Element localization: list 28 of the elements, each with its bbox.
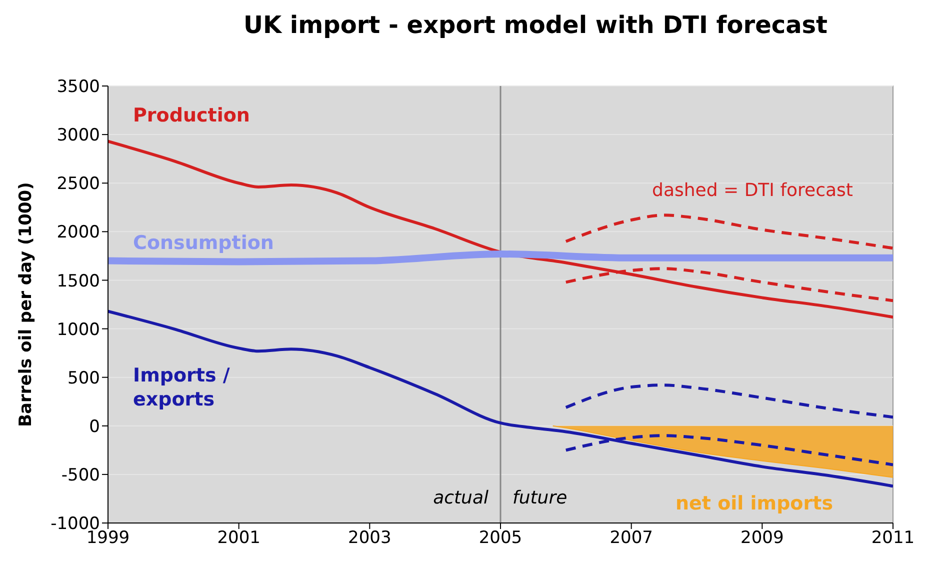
series-label: net oil imports [675,492,833,514]
chart-title: UK import - export model with DTI forecast [242,10,829,41]
x-tick-label: 2009 [740,528,784,548]
y-tick-label: 2000 [56,222,100,243]
line-series [564,214,893,250]
line-series [108,140,893,319]
y-tick-label: 3500 [56,77,100,98]
y-tick-label: 1500 [56,271,100,292]
series-label: Production [133,104,250,126]
y-tick-label: 3000 [56,126,100,146]
y-tick-label: -500 [61,465,100,486]
x-tick-label: 2001 [217,528,260,548]
annotation: actual [433,488,488,509]
y-tick-label: 2500 [56,174,100,194]
annotation: dashed = DTI forecast [652,180,853,201]
y-tick-label: 1000 [56,320,100,340]
x-tick-label: 2005 [478,528,522,548]
annotation: future [512,488,568,509]
line-series [564,384,893,419]
y-tick-label: 0 [89,416,100,437]
y-tick-label: 500 [68,368,100,388]
series-label: Imports / exports [133,364,230,410]
x-tick-label: 2007 [610,528,653,548]
x-tick-label: 2003 [348,528,392,548]
line-series [108,310,893,488]
x-tick-label: 2011 [871,528,915,548]
y-axis-title: Barrels oil per day (1000) [16,182,36,427]
series-label: Consumption [133,232,274,254]
